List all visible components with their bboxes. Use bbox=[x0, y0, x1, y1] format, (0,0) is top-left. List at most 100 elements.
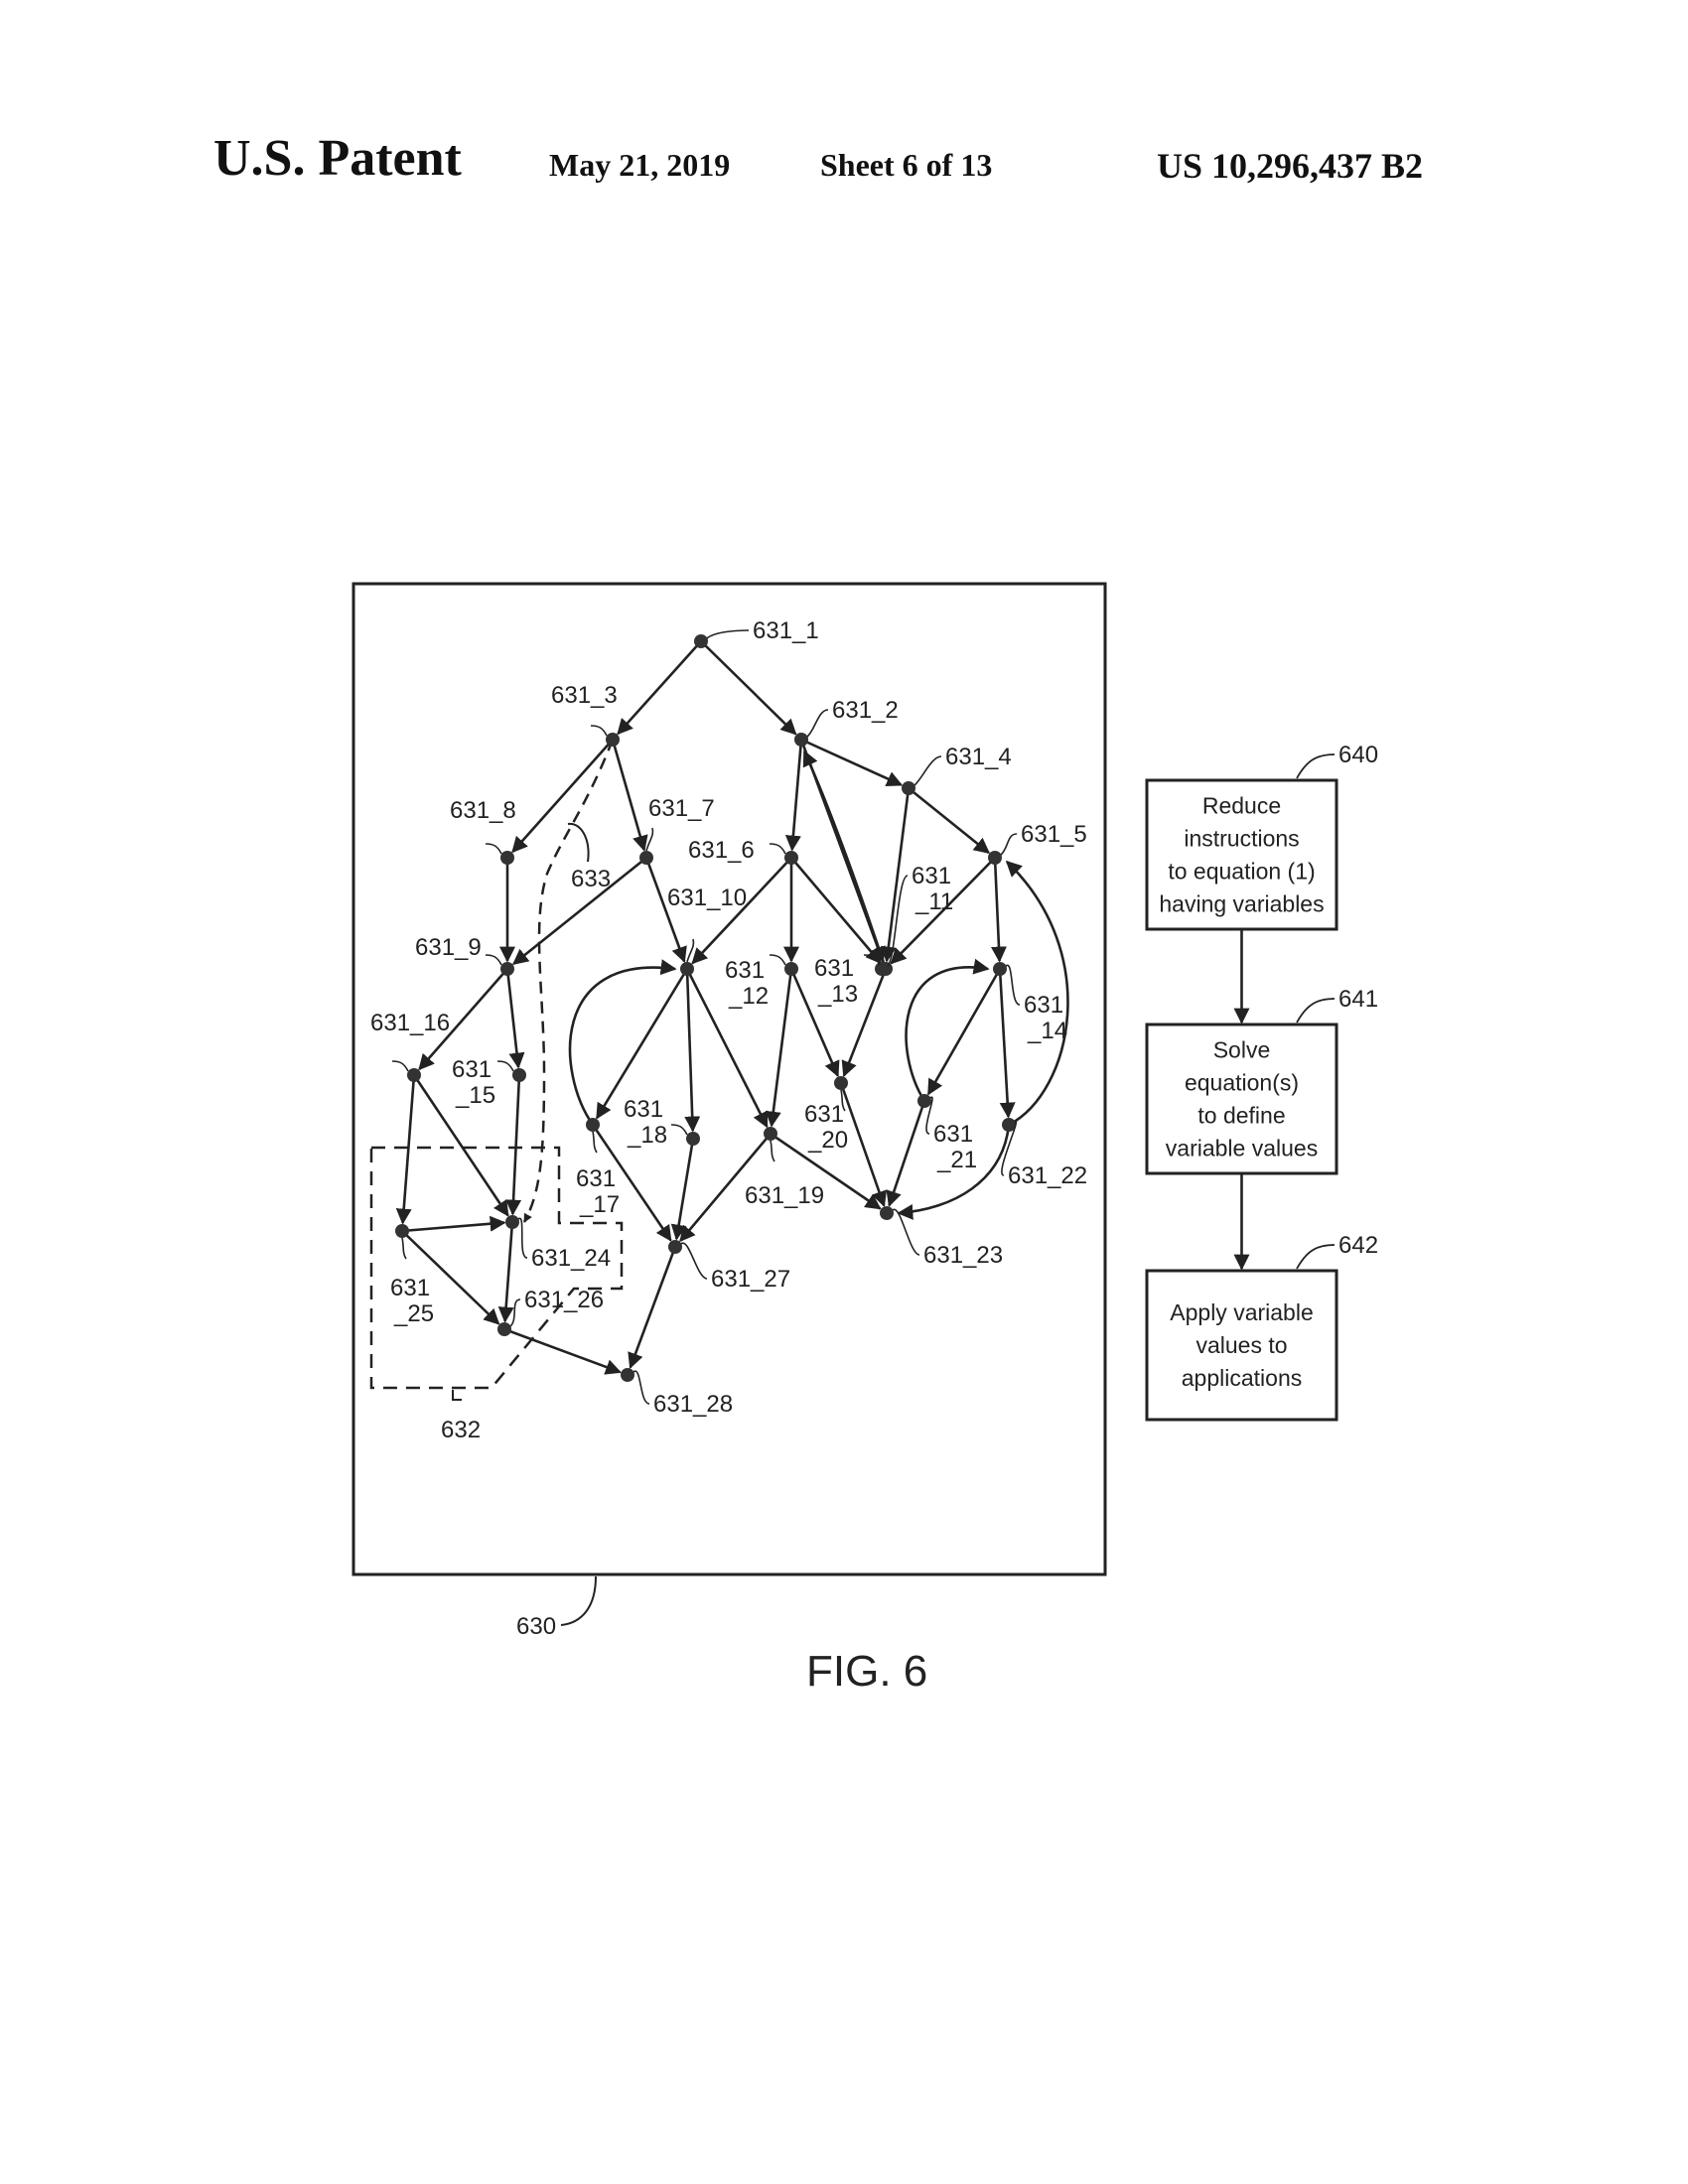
edge-n10-n18 bbox=[684, 968, 701, 1133]
path-ref-label: 633 bbox=[571, 866, 611, 892]
node-label: 631 bbox=[912, 863, 951, 889]
node-leader bbox=[485, 843, 502, 855]
node-label-suffix: _11 bbox=[914, 888, 953, 915]
node-631_1 bbox=[694, 634, 708, 648]
node-leader bbox=[670, 1124, 688, 1136]
node-631_18 bbox=[686, 1132, 700, 1146]
node-label-suffix: _14 bbox=[1027, 1018, 1067, 1044]
edge-n15-n24 bbox=[505, 1074, 522, 1216]
flow-box-text: equation(s) bbox=[1185, 1070, 1299, 1096]
node-631_26 bbox=[497, 1322, 511, 1336]
flow-box-text: variable values bbox=[1166, 1136, 1318, 1161]
group-ref-leader bbox=[452, 1390, 462, 1401]
node-label: 631 bbox=[576, 1165, 616, 1192]
labels-layer: 631_1 631_2 631_3 631_4 631_5 631_6 631_7 631_8… bbox=[370, 617, 1087, 1418]
flow-box-text: having variables bbox=[1159, 891, 1324, 917]
node-631_14 bbox=[993, 962, 1007, 976]
edge-n16-n25 bbox=[395, 1074, 416, 1225]
flow-ref-label: 642 bbox=[1338, 1232, 1378, 1259]
group-ref-label: 632 bbox=[441, 1417, 481, 1443]
flowchart: Reduce instructions to equation (1) having … bbox=[1145, 742, 1378, 1422]
node-631_28 bbox=[621, 1368, 634, 1382]
edge-n4-n13 bbox=[880, 787, 911, 963]
node-label: 631 bbox=[814, 955, 854, 982]
dashed-path bbox=[522, 739, 615, 1223]
edge-n5-n13 bbox=[890, 857, 996, 965]
edge-n25-n24 bbox=[401, 1215, 506, 1233]
node-leader bbox=[1001, 1121, 1018, 1176]
node-label: 631_22 bbox=[1008, 1162, 1087, 1189]
node-631_4 bbox=[902, 781, 915, 795]
patent-header-number: US 10,296,437 B2 bbox=[1157, 146, 1424, 186]
node-leader bbox=[769, 954, 786, 966]
node-leader bbox=[517, 1217, 528, 1259]
patent-header-title: U.S. Patent bbox=[213, 130, 462, 187]
flow-box-text: instructions bbox=[1184, 826, 1299, 852]
node-631_5 bbox=[988, 851, 1002, 865]
edge-n10-n19 bbox=[685, 968, 769, 1129]
edge-n1-n2 bbox=[700, 640, 797, 736]
node-label: 631_5 bbox=[1021, 821, 1087, 848]
node-label: 631 bbox=[725, 957, 765, 984]
node-leader bbox=[840, 1089, 846, 1112]
node-631_16 bbox=[407, 1068, 421, 1082]
flow-box-642 bbox=[1145, 1269, 1338, 1422]
edge-n21-n14 bbox=[905, 958, 990, 1102]
node-631_10 bbox=[680, 962, 694, 976]
node-label-suffix: _13 bbox=[817, 981, 858, 1008]
flow-box-text: Solve bbox=[1213, 1037, 1271, 1063]
edge-n14-n21 bbox=[926, 968, 1002, 1096]
node-631_21 bbox=[917, 1094, 931, 1108]
node-631_13 bbox=[879, 962, 893, 976]
node-leader bbox=[509, 1298, 521, 1327]
node-631_7 bbox=[639, 851, 653, 865]
frame-ref-label: 630 bbox=[516, 1613, 556, 1640]
node-label: 631 bbox=[390, 1275, 430, 1301]
edge-n25-n26 bbox=[401, 1230, 500, 1325]
node-leader bbox=[645, 827, 654, 852]
node-leader bbox=[706, 629, 750, 639]
edge-n4-n5 bbox=[908, 786, 991, 855]
node-631_6 bbox=[784, 851, 798, 865]
edge-n27-n28 bbox=[628, 1246, 677, 1369]
node-label: 631_23 bbox=[923, 1242, 1003, 1269]
nodes-layer bbox=[395, 634, 1016, 1382]
node-leader bbox=[686, 938, 695, 963]
node-label: 631_9 bbox=[415, 934, 482, 961]
flow-ref-label: 641 bbox=[1338, 986, 1378, 1013]
node-631_12 bbox=[784, 962, 798, 976]
node-leader bbox=[914, 755, 942, 786]
node-label: 631_1 bbox=[753, 617, 819, 644]
graph-frame bbox=[352, 582, 1107, 1576]
edge-n1-n3 bbox=[617, 640, 702, 736]
edge-n3-n7 bbox=[611, 739, 648, 852]
edge-n12-n20 bbox=[789, 968, 840, 1078]
group-outline bbox=[369, 1146, 624, 1390]
flow-box-text: applications bbox=[1182, 1365, 1302, 1391]
flow-ref-leader bbox=[1296, 753, 1336, 779]
flow-box-text: to define bbox=[1197, 1103, 1285, 1129]
node-label-suffix: _15 bbox=[455, 1082, 495, 1109]
edge-n3-n8 bbox=[511, 739, 614, 854]
node-leader bbox=[1005, 964, 1021, 1006]
node-label: 631 bbox=[933, 1121, 973, 1148]
node-631_23 bbox=[880, 1206, 894, 1220]
edge-n17-n27 bbox=[591, 1124, 672, 1242]
node-631_17 bbox=[586, 1118, 600, 1132]
node-leader bbox=[592, 1131, 598, 1154]
edge-n6-n13 bbox=[790, 857, 882, 965]
node-label: 631_7 bbox=[648, 795, 715, 822]
node-leader bbox=[1000, 833, 1018, 856]
node-label: 631_24 bbox=[531, 1245, 611, 1272]
node-label-suffix: _18 bbox=[627, 1122, 667, 1149]
frame-ref-leader bbox=[560, 1575, 597, 1626]
node-label: 631_19 bbox=[745, 1182, 824, 1209]
edge-n7-n10 bbox=[644, 857, 687, 964]
node-label: 631_26 bbox=[524, 1287, 604, 1313]
edge-n24-n26 bbox=[497, 1221, 514, 1323]
node-leader bbox=[769, 843, 786, 855]
node-leader bbox=[496, 1060, 514, 1072]
edge-n19-n23 bbox=[770, 1132, 882, 1210]
node-631_2 bbox=[794, 733, 808, 747]
node-631_24 bbox=[505, 1215, 519, 1229]
